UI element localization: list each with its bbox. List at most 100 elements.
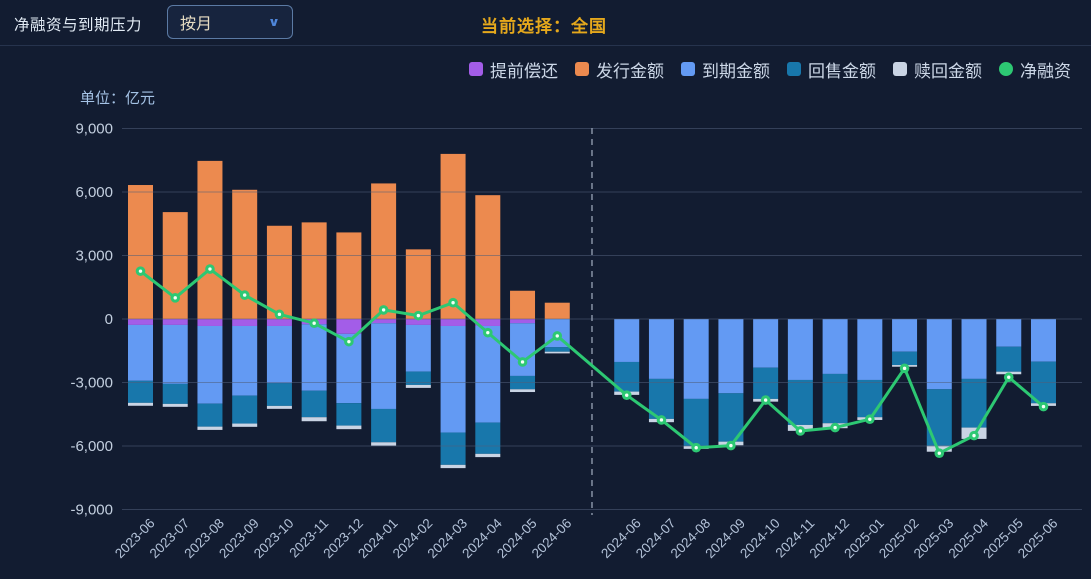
- bar-maturity-2024-12[interactable]: [822, 319, 848, 374]
- bar-redeem-2024-06[interactable]: [544, 351, 570, 354]
- bar-redeem-2023-09[interactable]: [232, 423, 258, 427]
- bar-maturity-2024-08[interactable]: [683, 319, 709, 399]
- net-financing-point-core: [763, 398, 768, 402]
- bar-maturity-2024-10[interactable]: [753, 319, 779, 368]
- bar-resale-2024-03[interactable]: [440, 432, 466, 465]
- bar-redeem-2023-08[interactable]: [197, 426, 223, 430]
- bar-prepay-2023-12[interactable]: [336, 319, 362, 334]
- bar-resale-2023-08[interactable]: [197, 403, 223, 427]
- bar-prepay-2024-02[interactable]: [405, 319, 431, 325]
- bar-resale-2025-05[interactable]: [996, 346, 1022, 372]
- bar-maturity-2025-05[interactable]: [996, 319, 1022, 347]
- bar-prepay-2024-01[interactable]: [371, 319, 397, 324]
- bar-redeem-2024-03[interactable]: [440, 464, 466, 469]
- y-axis-tick-label: -6,000: [70, 438, 113, 455]
- bar-maturity-2024-01[interactable]: [371, 323, 397, 409]
- bar-prepay-2023-10[interactable]: [266, 319, 292, 326]
- bar-resale-2023-07[interactable]: [162, 383, 188, 404]
- bar-resale-2025-03[interactable]: [926, 389, 952, 446]
- bar-resale-2025-01[interactable]: [857, 379, 883, 418]
- bar-redeem-2024-04[interactable]: [475, 453, 501, 458]
- bar-redeem-2023-07[interactable]: [162, 403, 188, 407]
- bar-maturity-2023-09[interactable]: [232, 325, 258, 396]
- net-financing-point-core: [347, 339, 351, 344]
- current-selection-label: 当前选择：全国: [481, 17, 607, 36]
- bar-prepay-2023-08[interactable]: [197, 319, 223, 326]
- bar-maturity-2024-03[interactable]: [440, 325, 466, 433]
- net-financing-point-core: [138, 269, 143, 273]
- bar-resale-2023-06[interactable]: [128, 380, 153, 403]
- bar-issue-2024-02[interactable]: [405, 249, 431, 319]
- bar-prepay-2023-07[interactable]: [162, 319, 188, 325]
- bar-issue-2024-03[interactable]: [440, 153, 466, 319]
- bar-maturity-2025-04[interactable]: [961, 319, 987, 379]
- bar-resale-2024-12[interactable]: [822, 373, 848, 424]
- bar-resale-2024-11[interactable]: [787, 379, 813, 425]
- legend-item-resale[interactable]: 回售金额: [787, 57, 876, 82]
- bar-issue-2024-05[interactable]: [510, 290, 536, 319]
- bar-resale-2023-11[interactable]: [301, 390, 327, 418]
- bar-prepay-2024-04[interactable]: [475, 319, 501, 326]
- bar-maturity-2024-05[interactable]: [510, 323, 536, 376]
- legend-label: 提前偿还: [490, 61, 558, 81]
- legend-item-prepay[interactable]: 提前偿还: [469, 57, 558, 82]
- bar-issue-2024-06[interactable]: [544, 302, 570, 319]
- bar-issue-2024-01[interactable]: [371, 183, 397, 319]
- bar-maturity-2025-06[interactable]: [1030, 319, 1056, 362]
- bar-issue-2023-12[interactable]: [336, 232, 362, 319]
- legend-item-redeem[interactable]: 赎回金额: [893, 57, 982, 82]
- bar-resale-2024-02[interactable]: [405, 371, 431, 385]
- bar-maturity-2023-11[interactable]: [301, 324, 327, 391]
- bar-redeem-2023-06[interactable]: [128, 402, 153, 406]
- bar-resale-2024-04[interactable]: [475, 422, 501, 454]
- bar-maturity-2023-10[interactable]: [266, 325, 292, 384]
- bar-redeem-2024-01[interactable]: [371, 442, 397, 446]
- bar-maturity-2025-01[interactable]: [857, 319, 883, 380]
- bar-redeem-2023-12[interactable]: [336, 425, 362, 430]
- net-financing-point-core: [625, 393, 629, 397]
- bar-maturity-2024-11[interactable]: [787, 319, 813, 380]
- bar-resale-2023-12[interactable]: [336, 403, 362, 426]
- bar-prepay-2023-06[interactable]: [128, 319, 153, 325]
- bar-resale-2024-06[interactable]: [544, 347, 570, 352]
- legend-item-maturity[interactable]: 到期金额: [681, 57, 770, 82]
- bar-prepay-2024-05[interactable]: [510, 319, 536, 324]
- bar-resale-2024-10[interactable]: [753, 367, 779, 399]
- bar-prepay-2024-03[interactable]: [440, 319, 466, 326]
- bar-maturity-2025-02[interactable]: [892, 319, 918, 352]
- legend-item-issue[interactable]: 发行金额: [575, 57, 664, 82]
- legend-swatch-prepay: [469, 62, 483, 76]
- bar-issue-2024-04[interactable]: [475, 195, 501, 319]
- bar-issue-2023-10[interactable]: [266, 225, 292, 319]
- bar-issue-2023-06[interactable]: [128, 185, 153, 319]
- bar-issue-2023-11[interactable]: [301, 222, 327, 319]
- bar-maturity-2023-06[interactable]: [128, 324, 153, 381]
- bar-issue-2023-07[interactable]: [162, 212, 188, 319]
- bar-resale-2023-10[interactable]: [266, 383, 292, 406]
- net-financing-point-core: [416, 313, 421, 318]
- bar-maturity-2023-07[interactable]: [162, 324, 188, 384]
- bar-resale-2024-08[interactable]: [683, 398, 709, 446]
- bar-resale-2023-09[interactable]: [232, 395, 258, 424]
- bar-redeem-2024-02[interactable]: [405, 384, 431, 388]
- bar-maturity-2025-03[interactable]: [926, 319, 952, 390]
- bar-prepay-2023-09[interactable]: [232, 319, 258, 326]
- period-dropdown[interactable]: 按月 ∨: [167, 5, 293, 39]
- bar-maturity-2024-09[interactable]: [718, 319, 744, 394]
- net-financing-point-core: [694, 445, 698, 450]
- bar-maturity-2023-08[interactable]: [197, 325, 223, 404]
- bar-maturity-2024-02[interactable]: [405, 324, 431, 372]
- bar-issue-2023-08[interactable]: [197, 160, 223, 319]
- bar-resale-2025-02[interactable]: [892, 351, 918, 366]
- y-axis-tick-label: 9,000: [75, 121, 113, 138]
- bar-maturity-2024-04[interactable]: [475, 325, 501, 423]
- bar-maturity-2024-07[interactable]: [648, 319, 674, 379]
- bar-redeem-2023-11[interactable]: [301, 417, 327, 422]
- legend-item-net[interactable]: 净融资: [999, 57, 1071, 82]
- bar-maturity-2024-06[interactable]: [614, 319, 640, 362]
- bar-redeem-2024-05[interactable]: [510, 389, 536, 393]
- bar-redeem-2023-10[interactable]: [266, 405, 292, 409]
- legend-swatch-net: [999, 62, 1013, 76]
- header-divider: [0, 45, 1091, 46]
- bar-resale-2024-01[interactable]: [371, 408, 397, 443]
